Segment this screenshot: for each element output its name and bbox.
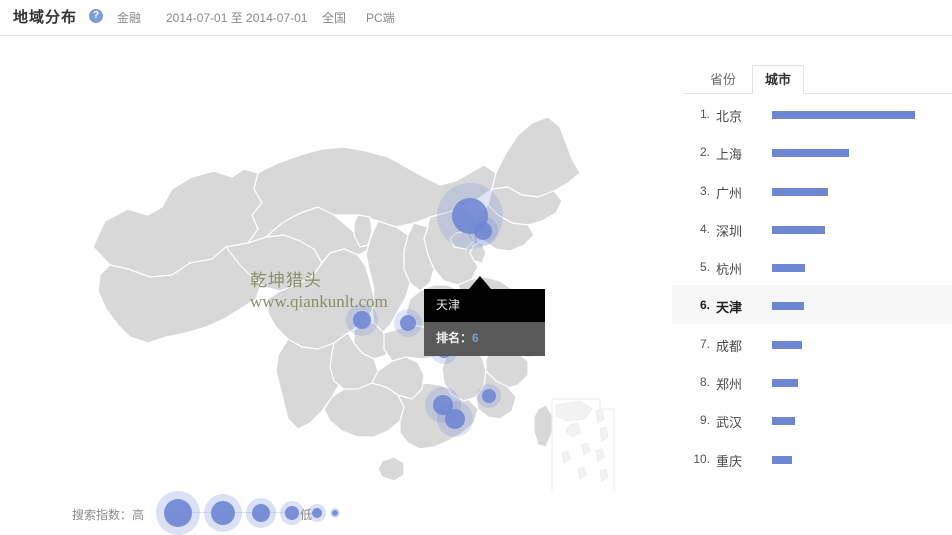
rank-row[interactable]: 9. 武汉 — [672, 400, 952, 438]
rank-index: 10. — [693, 451, 710, 466]
rank-row[interactable]: 3. 广州 — [672, 171, 952, 209]
map-bubble[interactable] — [445, 409, 465, 429]
rank-bar — [772, 264, 805, 273]
page-title: 地域分布 — [13, 9, 78, 26]
rank-index: 7. — [699, 336, 710, 351]
map-bubble[interactable] — [474, 222, 492, 240]
rank-index: 4. — [699, 221, 710, 236]
rank-city-name[interactable]: 杭州 — [716, 262, 743, 278]
tab-city[interactable]: 城市 — [752, 65, 804, 94]
rank-city-name[interactable]: 重庆 — [716, 453, 743, 469]
ranking-panel: 省份 城市 1. 北京 2. 上海 3. 广州 4. 深圳 5. 杭州 6. 天津 7. 成都 8. 郑州 9.… — [672, 37, 952, 491]
page-header: 地域分布 ? 金融 2014-07-01 至 2014-07-01 全国 PC端 — [0, 0, 952, 36]
map-bubble[interactable] — [353, 311, 371, 329]
map-panel[interactable]: 乾坤猎头 www.qiankunlt.com 天津 排名：6 搜索指数：高 低 — [0, 37, 660, 535]
province-guangdong — [397, 382, 479, 450]
rank-bar — [772, 149, 849, 158]
help-icon[interactable]: ? — [89, 9, 103, 23]
rank-bar — [772, 111, 915, 119]
rank-index: 3. — [699, 183, 710, 198]
china-map[interactable] — [0, 37, 660, 491]
province-shaanxi — [365, 220, 411, 334]
rank-city-name[interactable]: 深圳 — [716, 223, 743, 239]
legend-label-high: 搜索指数：高 — [72, 508, 145, 522]
map-tooltip: 天津 排名：6 — [424, 276, 545, 356]
rank-bar — [772, 340, 802, 349]
rank-city-name[interactable]: 武汉 — [716, 415, 743, 431]
rank-row[interactable]: 7. 成都 — [672, 324, 952, 362]
rank-bar — [772, 455, 792, 464]
meta-keyword[interactable]: 金融 — [117, 11, 142, 25]
rank-city-name[interactable]: 成都 — [716, 338, 743, 354]
rank-city-name[interactable]: 天津 — [716, 300, 743, 316]
province-tibet — [97, 246, 263, 344]
rank-index: 6. — [699, 298, 710, 313]
ranking-list: 1. 北京 2. 上海 3. 广州 4. 深圳 5. 杭州 6. 天津 7. 成都 8. 郑州 9. 武汉 10. 重… — [672, 94, 952, 477]
legend-dot — [211, 501, 235, 525]
meta-region[interactable]: 全国 — [322, 11, 347, 25]
rank-bar — [772, 302, 804, 311]
rank-row[interactable]: 10. 重庆 — [672, 439, 952, 477]
rank-index: 8. — [699, 375, 710, 390]
map-bubble[interactable] — [482, 389, 496, 403]
legend-dot — [285, 506, 299, 520]
tooltip-arrow-icon — [469, 276, 491, 289]
south-china-sea-inset — [551, 398, 615, 491]
rank-index: 1. — [699, 107, 710, 121]
rank-city-name[interactable]: 上海 — [716, 147, 743, 163]
rank-row[interactable]: 1. 北京 — [672, 94, 952, 132]
rank-index: 9. — [699, 413, 710, 428]
province-chongqing — [353, 322, 393, 360]
legend-dot — [312, 508, 322, 518]
rank-row[interactable]: 5. 杭州 — [672, 247, 952, 285]
legend-label-low: 低 — [300, 508, 313, 522]
province-hainan — [377, 456, 405, 482]
legend-dot — [252, 504, 270, 522]
rank-index: 5. — [699, 260, 710, 275]
city-tianjin — [469, 242, 487, 264]
province-ningxia — [353, 214, 373, 248]
province-heilongjiang — [491, 116, 581, 198]
tabs-baseline — [684, 93, 952, 94]
tooltip-rank-label: 排名： — [436, 331, 473, 345]
rank-city-name[interactable]: 郑州 — [716, 377, 743, 393]
legend-dot — [332, 510, 338, 516]
tooltip-rank: 排名：6 — [424, 322, 545, 356]
rank-city-name[interactable]: 北京 — [716, 109, 743, 124]
province-yunnan — [275, 338, 345, 430]
rank-row[interactable]: 8. 郑州 — [672, 362, 952, 400]
ranking-tabs: 省份 城市 — [684, 65, 952, 94]
rank-row[interactable]: 2. 上海 — [672, 132, 952, 170]
map-bubble[interactable] — [400, 315, 416, 331]
province-fujian — [475, 370, 517, 420]
rank-bar — [772, 417, 795, 426]
rank-city-name[interactable]: 广州 — [716, 185, 743, 201]
legend-dot — [164, 499, 192, 527]
rank-bar — [772, 187, 828, 196]
tooltip-city-name: 天津 — [424, 289, 545, 322]
rank-bar — [772, 225, 825, 234]
legend-dots — [156, 491, 340, 535]
rank-row[interactable]: 6. 天津 — [672, 285, 952, 324]
tab-province[interactable]: 省份 — [709, 72, 736, 87]
meta-device[interactable]: PC端 — [366, 11, 395, 25]
rank-row[interactable]: 4. 深圳 — [672, 209, 952, 247]
rank-bar — [772, 379, 798, 388]
tooltip-rank-value: 6 — [472, 331, 479, 345]
meta-date-range[interactable]: 2014-07-01 至 2014-07-01 — [166, 11, 308, 25]
province-taiwan — [533, 404, 553, 448]
rank-index: 2. — [699, 145, 710, 160]
